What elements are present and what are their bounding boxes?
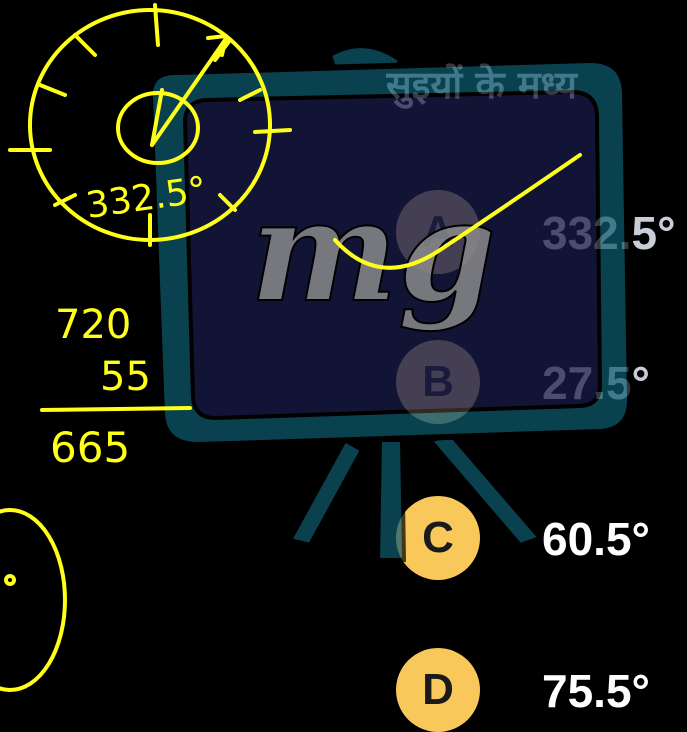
option-c-badge: C	[396, 496, 480, 580]
option-d-badge: D	[396, 648, 480, 732]
option-c-letter: C	[422, 513, 454, 562]
angle-note: 332.5°	[84, 169, 210, 226]
sum-result: 665	[50, 423, 130, 472]
option-c[interactable]: C 60.5°	[396, 496, 687, 580]
watermark-text: mg	[250, 170, 496, 334]
option-d-letter: D	[422, 665, 454, 714]
option-d[interactable]: D 75.5°	[396, 648, 687, 732]
option-d-text: 75.5°	[542, 665, 650, 717]
option-c-text: 60.5°	[542, 513, 650, 565]
sum-line-1: 720	[55, 302, 131, 348]
sum-line-2: 55	[100, 354, 151, 400]
